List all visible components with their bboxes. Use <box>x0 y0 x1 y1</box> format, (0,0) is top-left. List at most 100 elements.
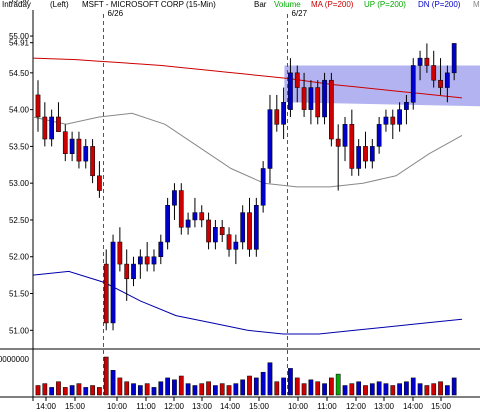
candle-body <box>356 146 362 169</box>
candle-body <box>335 138 341 147</box>
candle-body <box>199 212 205 221</box>
candle-body <box>226 234 232 250</box>
candle-body <box>165 204 170 243</box>
y-tick-label: 54.00 <box>9 106 30 115</box>
day-label: 6/26 <box>108 9 124 18</box>
chart-header: Intraday (Left) MSFT - MICROSOFT CORP (1… <box>0 0 480 10</box>
candle-body <box>172 190 177 206</box>
candle-body <box>424 57 430 66</box>
candle-body <box>117 241 123 265</box>
volume-bar <box>410 377 416 396</box>
candle-body <box>390 116 396 125</box>
x-tick-label: 11:00 <box>136 402 156 411</box>
volume-bar <box>117 377 123 396</box>
candle-body <box>192 212 198 221</box>
candle-body <box>49 116 55 140</box>
symbol-title: MSFT - MICROSOFT CORP (15-Min) <box>82 0 216 9</box>
y-tick-label: 55.50 <box>9 0 30 4</box>
candle-body <box>376 124 382 147</box>
candle-body <box>369 146 375 162</box>
y-tick-label: 54.91 <box>9 39 30 48</box>
ma-indicator-label[interactable]: MA (P=200) <box>311 0 354 9</box>
x-tick-label: 11:00 <box>317 402 337 411</box>
candle-body <box>110 241 116 324</box>
price-band-layer <box>284 65 480 107</box>
y-tick-label: 54.50 <box>9 69 30 78</box>
volume-bar <box>185 383 191 396</box>
candle-body <box>233 241 239 250</box>
candle-body <box>83 146 89 162</box>
volume-bar <box>62 387 68 396</box>
candle-body <box>62 131 68 155</box>
volume-bar <box>49 387 55 396</box>
volume-bar <box>247 375 252 396</box>
more-indicator-label[interactable]: M <box>473 0 480 9</box>
candle-body <box>451 43 457 74</box>
y-tick-label: 51.50 <box>9 290 30 299</box>
candle-body <box>137 256 143 265</box>
volume-bar <box>56 381 61 396</box>
y-tick-label: 55.00 <box>9 32 30 41</box>
candle-body <box>178 190 184 228</box>
volume-bar <box>417 383 423 396</box>
candles-layer <box>35 43 457 331</box>
volume-bar <box>76 383 82 396</box>
x-tick-label: 10:00 <box>107 402 128 411</box>
candle-body <box>267 109 273 169</box>
volume-bar <box>274 381 280 396</box>
candle-body <box>315 87 321 118</box>
candle-body <box>281 102 286 125</box>
x-tick-label: 12:00 <box>164 402 185 411</box>
volume-bar <box>424 385 430 396</box>
volume-bar <box>267 362 273 396</box>
candle-body <box>363 146 368 162</box>
axis-side-label[interactable]: (Left) <box>50 0 69 9</box>
candle-body <box>124 263 130 280</box>
candle-body <box>383 116 389 125</box>
volume-bar <box>404 381 409 396</box>
volume-bar <box>451 377 457 396</box>
volume-bar <box>322 383 327 396</box>
volume-bar <box>151 387 157 396</box>
candle-body <box>240 212 246 243</box>
volume-bar <box>444 385 450 396</box>
candle-body <box>35 94 41 118</box>
volume-bar <box>281 377 286 396</box>
x-tick-label: 14:00 <box>220 402 241 411</box>
volume-bar <box>349 383 355 396</box>
volume-bar <box>158 381 164 396</box>
volume-bar <box>144 383 150 396</box>
interval-label[interactable]: Intraday <box>2 0 31 9</box>
candle-body <box>185 219 191 228</box>
volume-indicator-label[interactable]: Volume <box>274 0 301 9</box>
up-indicator-label[interactable]: UP (P=200) <box>364 0 406 9</box>
volume-bar <box>329 377 334 396</box>
candle-body <box>431 65 437 81</box>
volume-bar <box>219 383 225 396</box>
candle-body <box>103 263 109 324</box>
bar-style-label[interactable]: Bar <box>254 0 267 9</box>
volume-bar <box>438 381 443 396</box>
volume-layer <box>35 356 457 396</box>
volume-bar <box>356 381 362 396</box>
candle-body <box>56 116 61 132</box>
dn-indicator-label[interactable]: DN (P=200) <box>418 0 461 9</box>
volume-bar <box>199 383 205 396</box>
candle-body <box>294 72 300 88</box>
candle-body <box>247 212 252 250</box>
volume-bar <box>110 370 116 396</box>
volume-bar <box>253 377 259 396</box>
x-tick-label: 13:00 <box>192 402 213 411</box>
volume-bar <box>178 375 184 396</box>
volume-bar <box>301 383 307 396</box>
candle-body <box>76 138 82 162</box>
candle-body <box>288 72 293 110</box>
volume-bar <box>69 385 75 396</box>
volume-bar <box>342 385 348 396</box>
candle-body <box>274 109 280 125</box>
lower-band-line <box>32 270 463 335</box>
mid-band-line <box>32 112 463 188</box>
candle-body <box>206 219 211 243</box>
